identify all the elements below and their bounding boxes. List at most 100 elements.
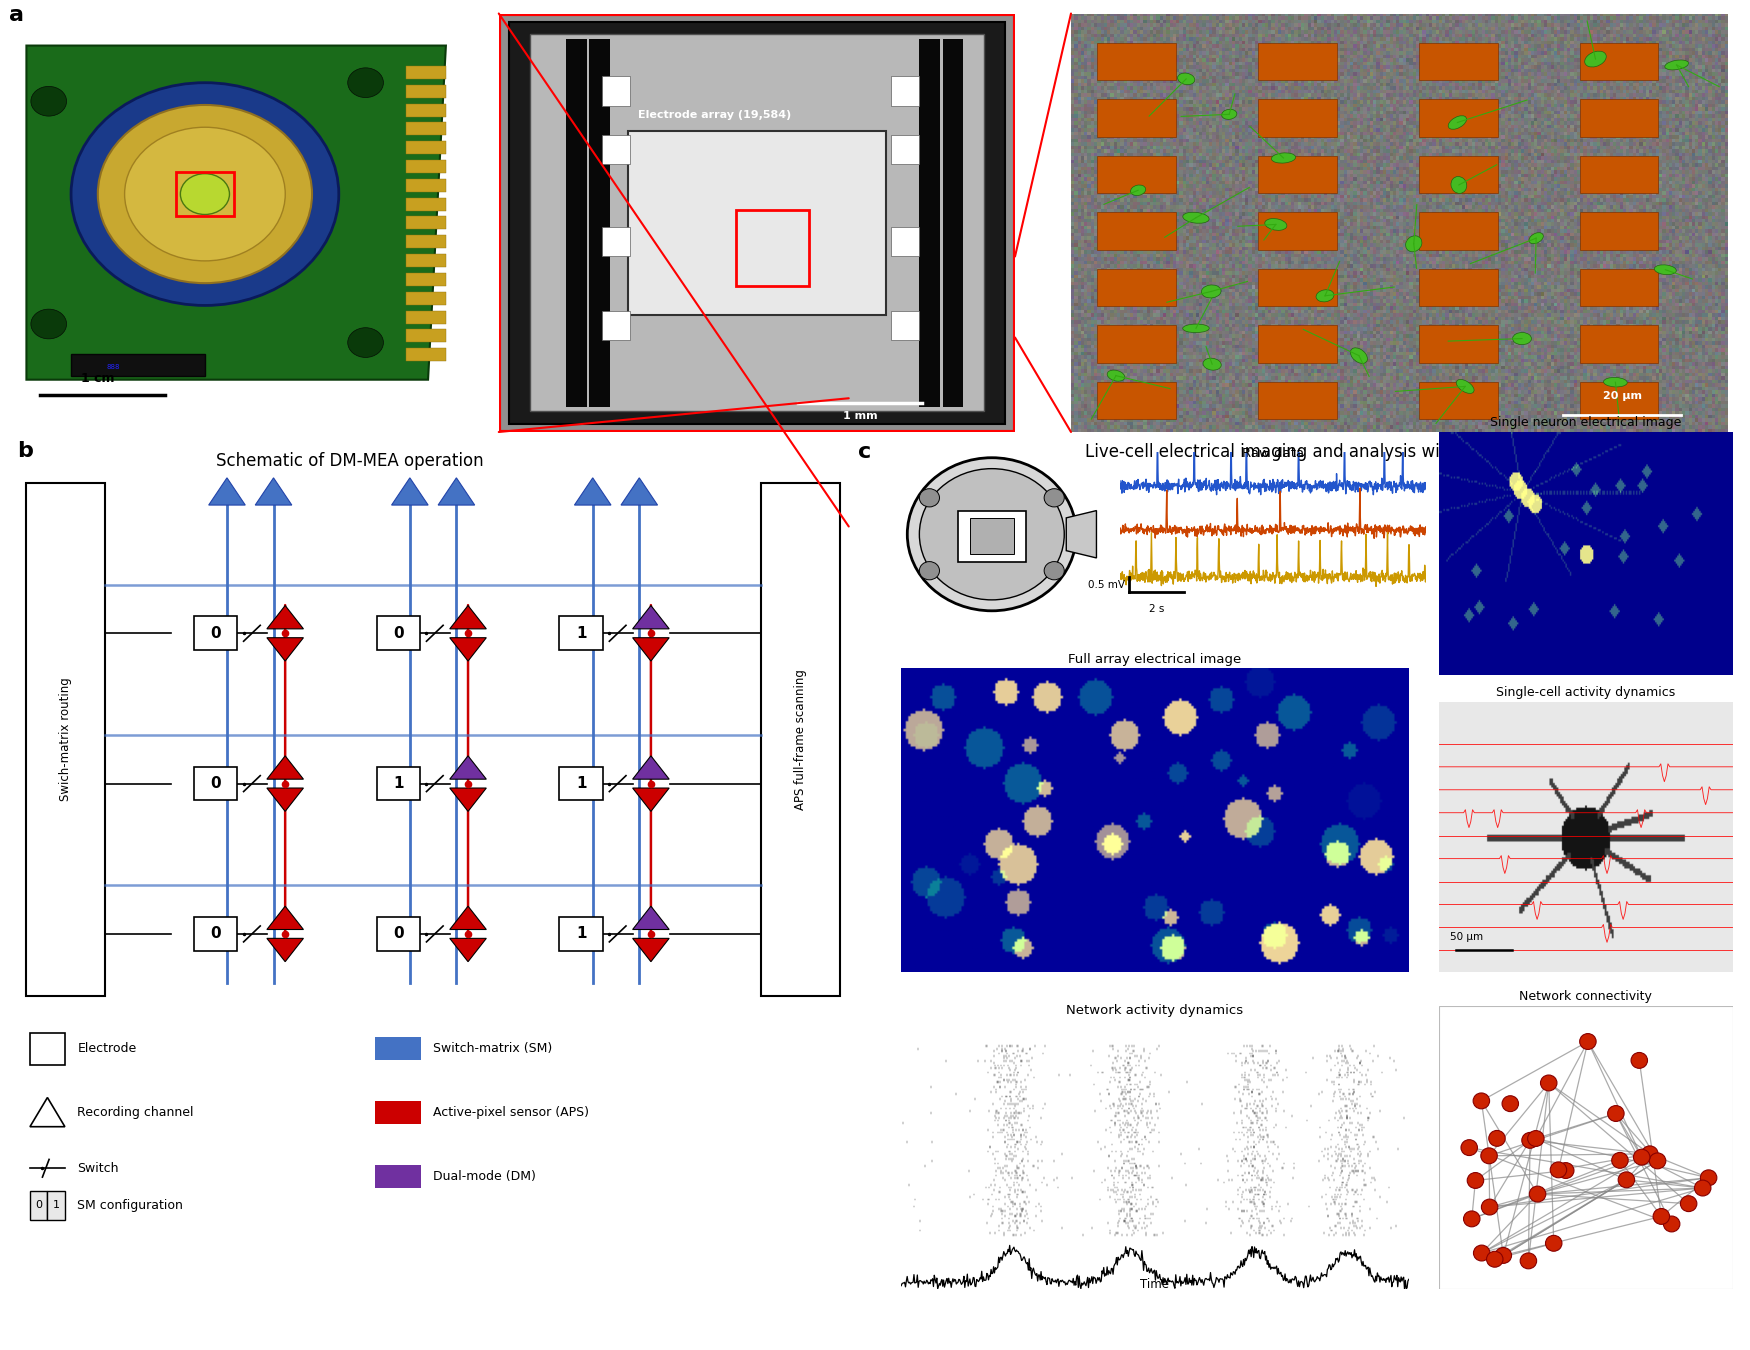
Polygon shape (634, 606, 668, 629)
Text: 0: 0 (394, 926, 404, 941)
Bar (30, 1033, 65, 1065)
Circle shape (1521, 1253, 1536, 1269)
Circle shape (1045, 562, 1064, 580)
Bar (194, 617, 236, 651)
Bar (406, 235, 446, 248)
Circle shape (98, 105, 312, 284)
Bar (406, 292, 446, 305)
Bar (1419, 269, 1498, 306)
Polygon shape (1066, 510, 1097, 558)
Ellipse shape (1512, 332, 1531, 344)
Text: 0.5 mV: 0.5 mV (1087, 579, 1125, 590)
Bar (602, 227, 630, 256)
Text: Dual-mode (DM): Dual-mode (DM) (434, 1169, 536, 1183)
Text: 0: 0 (210, 626, 220, 641)
Bar (560, 917, 602, 950)
Text: SM configuration: SM configuration (77, 1199, 184, 1212)
Ellipse shape (1405, 236, 1423, 252)
Bar (1097, 212, 1176, 250)
Bar (1258, 382, 1337, 420)
Bar (406, 66, 446, 78)
Bar (602, 310, 630, 340)
Circle shape (1461, 1139, 1477, 1156)
Bar (1097, 155, 1176, 193)
Polygon shape (634, 637, 668, 662)
Circle shape (72, 82, 340, 305)
Polygon shape (268, 756, 303, 779)
Circle shape (1474, 1094, 1489, 1108)
Bar (891, 310, 919, 340)
Bar (1419, 212, 1498, 250)
Text: 0: 0 (210, 776, 220, 791)
Bar (406, 142, 446, 154)
Bar (1419, 43, 1498, 81)
Text: 1: 1 (52, 1200, 60, 1211)
Polygon shape (392, 478, 429, 505)
Circle shape (1558, 1162, 1573, 1179)
Ellipse shape (1456, 379, 1474, 393)
Text: 0: 0 (394, 626, 404, 641)
Text: Active-pixel sensor (APS): Active-pixel sensor (APS) (434, 1106, 590, 1119)
Bar (1580, 100, 1659, 136)
Bar (957, 510, 1026, 562)
Text: c: c (858, 443, 872, 462)
Bar (628, 131, 886, 315)
Bar (26, 483, 105, 996)
Bar (406, 254, 446, 267)
Polygon shape (268, 938, 303, 961)
Circle shape (1522, 1133, 1538, 1149)
Text: 0: 0 (35, 1200, 42, 1211)
Bar (376, 767, 420, 801)
Ellipse shape (1603, 378, 1628, 387)
Bar (1580, 212, 1659, 250)
Bar (1580, 43, 1659, 81)
Text: Electrode: Electrode (77, 1042, 136, 1056)
Circle shape (348, 68, 383, 97)
Bar (1258, 325, 1337, 363)
Ellipse shape (1108, 370, 1125, 381)
Ellipse shape (1530, 232, 1544, 244)
Circle shape (1648, 1153, 1666, 1169)
Bar (406, 123, 446, 135)
Bar (177, 171, 234, 216)
Ellipse shape (1265, 219, 1286, 231)
Polygon shape (268, 788, 303, 811)
Bar (406, 197, 446, 211)
Circle shape (1494, 1247, 1512, 1264)
Polygon shape (621, 478, 658, 505)
Ellipse shape (1183, 212, 1209, 223)
Bar (919, 39, 940, 406)
Polygon shape (634, 938, 668, 961)
Title: Network connectivity: Network connectivity (1519, 990, 1652, 1003)
Polygon shape (450, 756, 487, 779)
Text: 1: 1 (394, 776, 404, 791)
Circle shape (1489, 1130, 1505, 1146)
Circle shape (1694, 1180, 1712, 1196)
Circle shape (348, 328, 383, 358)
Bar (406, 348, 446, 362)
Bar (374, 1102, 420, 1125)
Ellipse shape (1664, 59, 1689, 70)
Bar (943, 39, 963, 406)
Circle shape (1528, 1130, 1544, 1146)
Bar (406, 329, 446, 343)
Circle shape (919, 489, 940, 506)
Text: b: b (18, 440, 33, 460)
Text: 50 μm: 50 μm (1451, 931, 1484, 941)
Text: Schematic of DM-MEA operation: Schematic of DM-MEA operation (217, 452, 483, 470)
Ellipse shape (1451, 177, 1466, 193)
Circle shape (1466, 1173, 1484, 1188)
Ellipse shape (1202, 358, 1221, 370)
Polygon shape (268, 606, 303, 629)
Circle shape (1530, 1187, 1545, 1202)
Circle shape (31, 309, 66, 339)
Circle shape (1680, 1196, 1698, 1211)
Ellipse shape (1222, 109, 1237, 119)
Circle shape (180, 174, 229, 215)
Bar (891, 227, 919, 256)
Title: Single-cell activity dynamics: Single-cell activity dynamics (1496, 686, 1675, 699)
Ellipse shape (1449, 116, 1466, 130)
Bar (374, 1165, 420, 1188)
Circle shape (1619, 1172, 1634, 1188)
Bar (1580, 325, 1659, 363)
